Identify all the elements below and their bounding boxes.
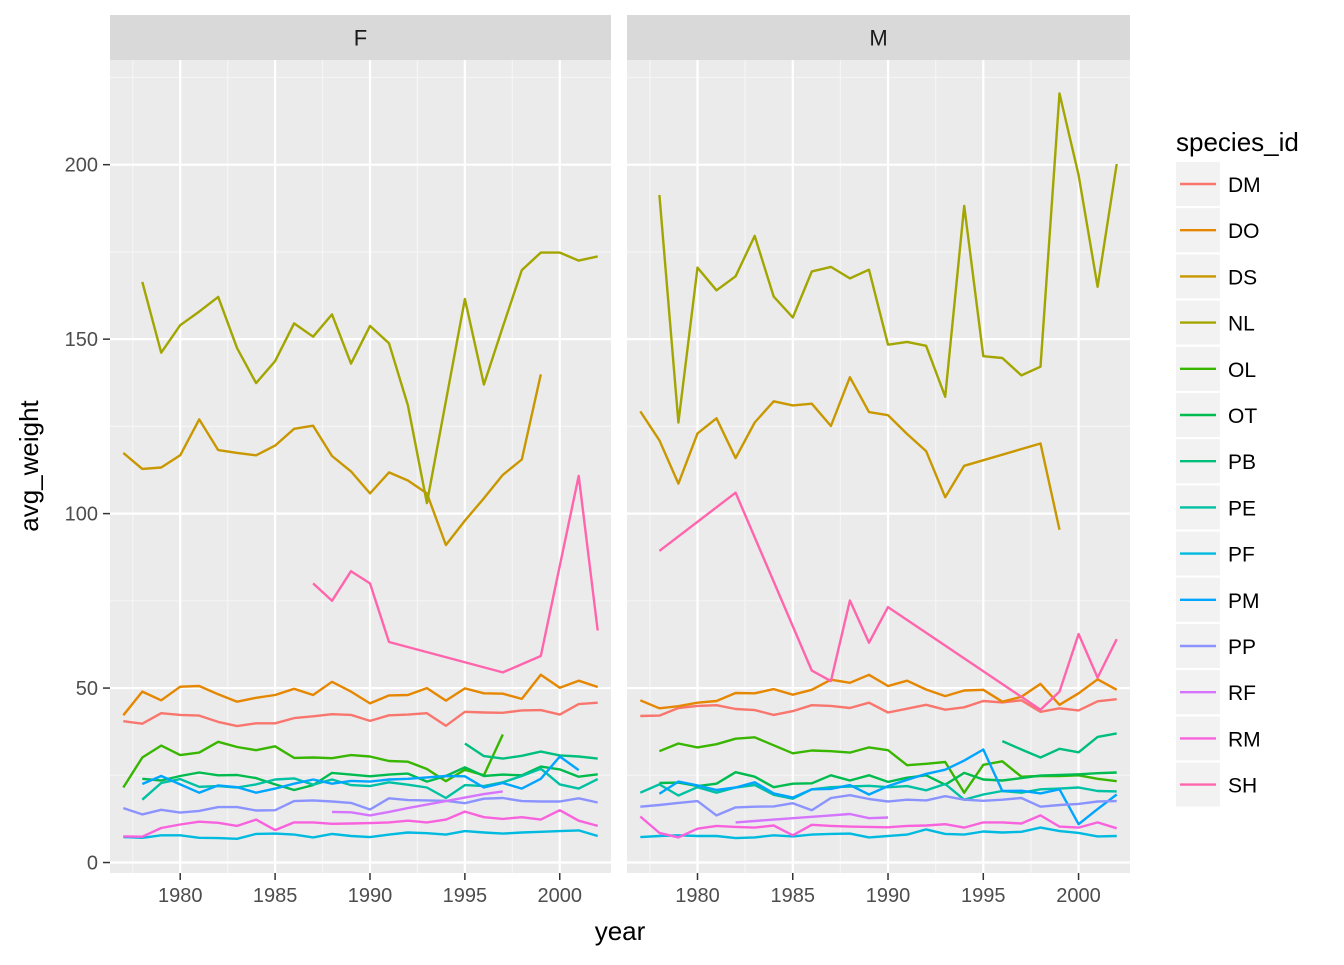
series-line-PM-M bbox=[658, 748, 1118, 826]
x-tick-label: 1985 bbox=[253, 885, 298, 907]
legend-label-PP: PP bbox=[1228, 636, 1256, 659]
facet-strip-M bbox=[627, 15, 1130, 60]
facet-label-M: M bbox=[869, 26, 887, 51]
legend-label-DM: DM bbox=[1228, 174, 1261, 197]
panel-background-F bbox=[110, 60, 611, 873]
y-tick-label: 50 bbox=[76, 678, 98, 700]
series-line-DM-M bbox=[640, 698, 1117, 718]
x-axis-label: year bbox=[595, 916, 646, 946]
series-line-DO-F bbox=[122, 673, 599, 717]
y-tick-label: 0 bbox=[87, 853, 98, 875]
legend-label-RF: RF bbox=[1228, 682, 1256, 705]
y-tick-label: 200 bbox=[65, 155, 98, 177]
series-line-RF-F bbox=[331, 790, 503, 817]
series-line-PF-F bbox=[123, 829, 599, 840]
x-tick-label: 1985 bbox=[771, 885, 816, 907]
series-line-SH-F bbox=[312, 474, 599, 674]
series-line-PB-M bbox=[1001, 732, 1117, 759]
x-tick-label: 1995 bbox=[443, 885, 488, 907]
series-line-PB-F bbox=[464, 742, 598, 760]
legend-label-PB: PB bbox=[1228, 451, 1256, 474]
x-tick-label: 1980 bbox=[158, 885, 203, 907]
series-line-DS-F bbox=[122, 374, 542, 547]
y-axis-label: avg_weight bbox=[14, 399, 44, 531]
legend-label-OT: OT bbox=[1228, 405, 1257, 428]
legend-label-DO: DO bbox=[1228, 220, 1260, 243]
legend-label-SH: SH bbox=[1228, 775, 1257, 798]
x-tick-label: 1990 bbox=[348, 885, 393, 907]
series-line-PP-F bbox=[122, 796, 598, 816]
series-line-DO-M bbox=[639, 673, 1118, 710]
series-line-RM-M bbox=[639, 814, 1118, 839]
legend-label-RM: RM bbox=[1228, 728, 1261, 751]
series-line-DS-M bbox=[639, 376, 1061, 530]
x-tick-label: 2000 bbox=[538, 885, 583, 907]
legend-label-PF: PF bbox=[1228, 544, 1255, 567]
series-line-PM-F bbox=[141, 755, 580, 794]
series-line-RM-F bbox=[123, 809, 599, 838]
y-tick-label: 100 bbox=[65, 504, 98, 526]
legend-label-NL: NL bbox=[1228, 313, 1255, 336]
series-line-PP-M bbox=[640, 794, 1117, 817]
legend-label-PM: PM bbox=[1228, 590, 1260, 613]
series-line-SH-M bbox=[658, 491, 1118, 711]
legend-label-OL: OL bbox=[1228, 359, 1256, 382]
series-line-DM-F bbox=[123, 701, 598, 728]
facet-label-F: F bbox=[354, 26, 367, 51]
x-tick-label: 1995 bbox=[961, 885, 1006, 907]
series-line-PE-M bbox=[639, 782, 1117, 801]
x-tick-label: 2000 bbox=[1056, 885, 1101, 907]
series-line-RF-M bbox=[735, 812, 889, 824]
series-line-NL-M bbox=[658, 92, 1118, 424]
legend-label-DS: DS bbox=[1228, 266, 1257, 289]
y-tick-label: 150 bbox=[65, 329, 98, 351]
facet-strip-F bbox=[110, 15, 611, 60]
x-tick-label: 1990 bbox=[866, 885, 911, 907]
series-line-OT-M bbox=[659, 771, 1117, 789]
x-tick-label: 1980 bbox=[675, 885, 720, 907]
legend-label-PE: PE bbox=[1228, 497, 1256, 520]
legend-title: species_id bbox=[1176, 127, 1299, 157]
series-line-PF-M bbox=[640, 826, 1117, 840]
series-line-NL-F bbox=[141, 251, 598, 505]
